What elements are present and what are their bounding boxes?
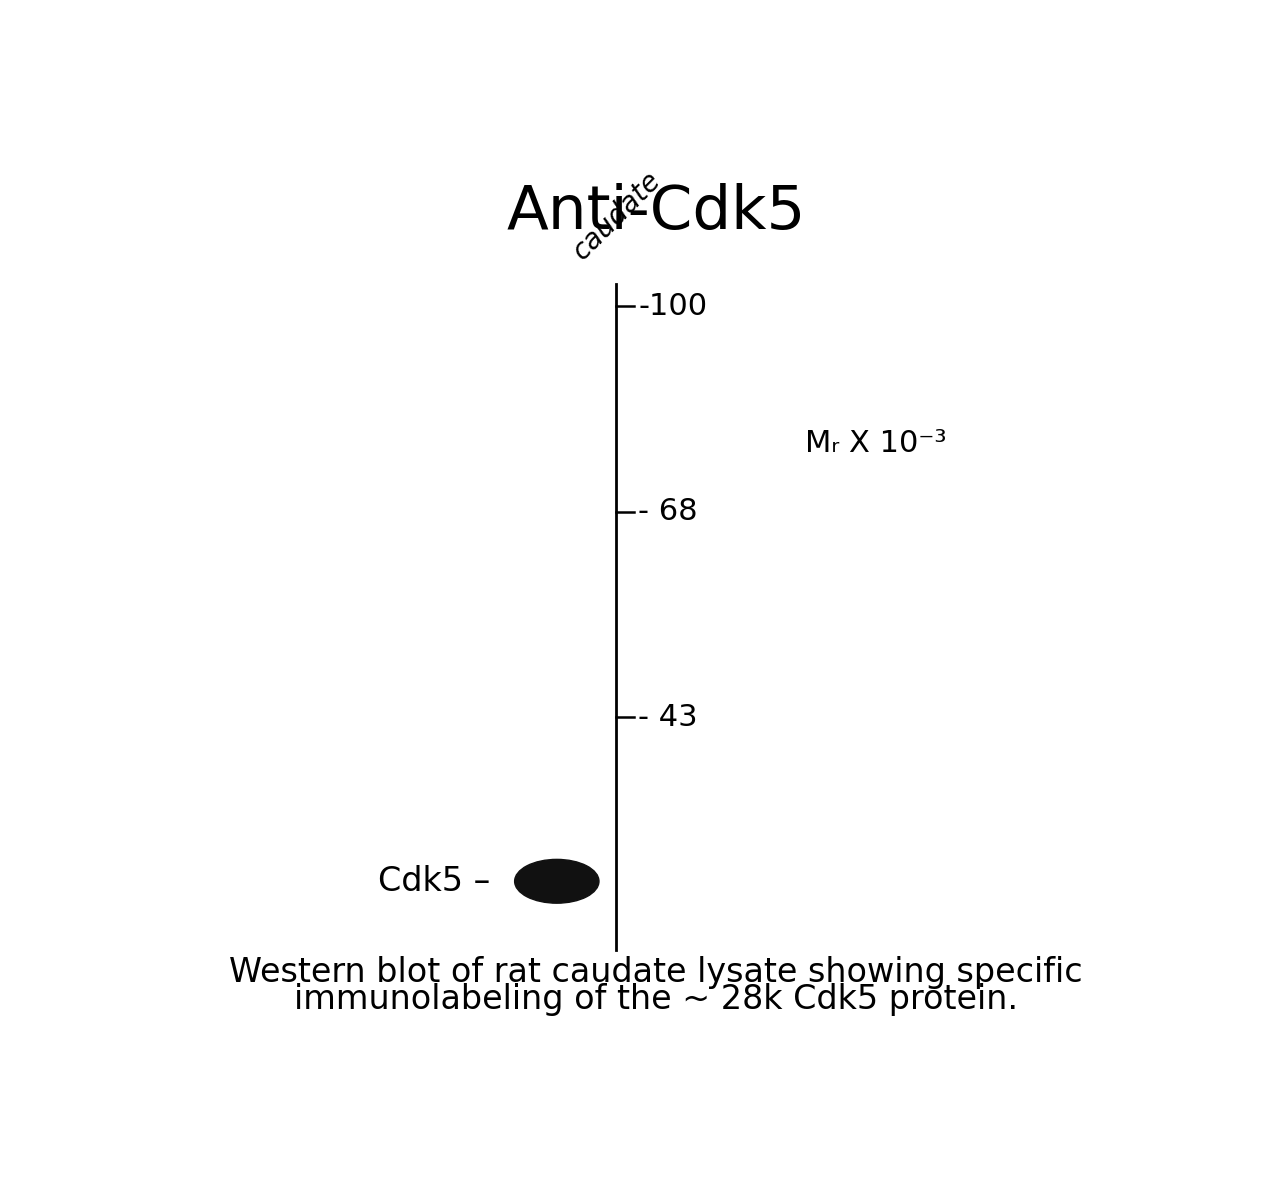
Text: Cdk5 –: Cdk5 – (379, 865, 490, 898)
Ellipse shape (515, 859, 599, 903)
Text: -100: -100 (639, 292, 708, 321)
Text: caudate: caudate (567, 166, 666, 265)
Text: - 43: - 43 (639, 703, 698, 731)
Text: - 68: - 68 (639, 498, 698, 526)
Text: Mᵣ X 10⁻³: Mᵣ X 10⁻³ (805, 429, 946, 457)
Text: Anti-Cdk5: Anti-Cdk5 (507, 184, 805, 242)
Text: immunolabeling of the ~ 28k Cdk5 protein.: immunolabeling of the ~ 28k Cdk5 protein… (294, 984, 1018, 1017)
Text: Western blot of rat caudate lysate showing specific: Western blot of rat caudate lysate showi… (229, 956, 1083, 989)
